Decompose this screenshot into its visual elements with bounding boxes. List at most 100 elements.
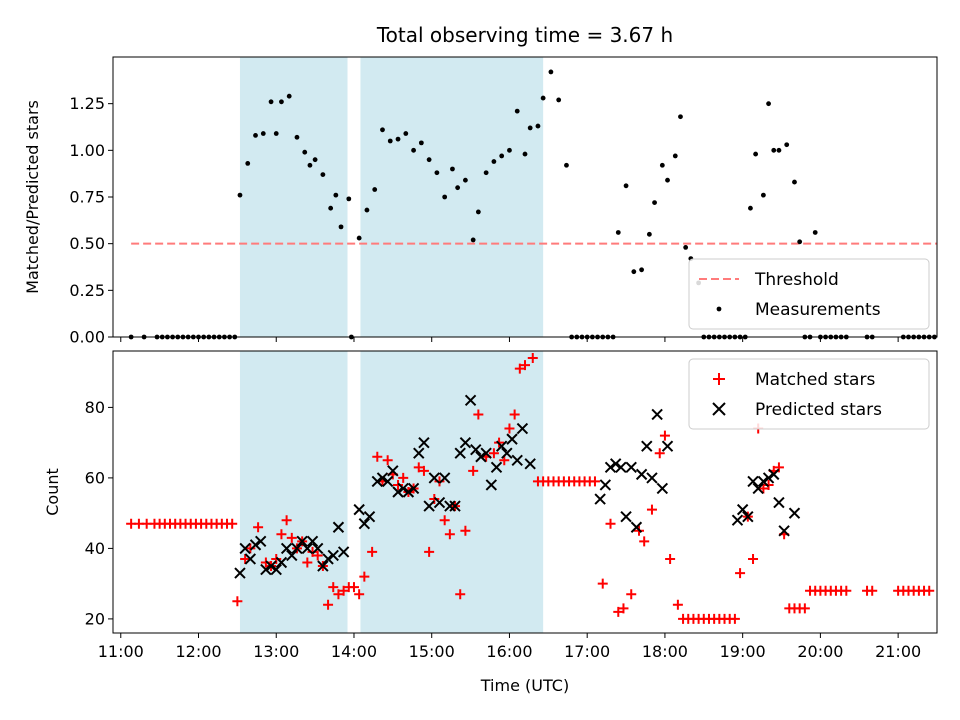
measurement-point — [380, 127, 385, 133]
predicted-star-point — [327, 549, 339, 562]
predicted-star-point — [407, 482, 420, 495]
y-tick-label: 0.50 — [69, 234, 105, 253]
measurement-point — [639, 267, 645, 273]
measurement-point — [797, 239, 803, 245]
measurement-point — [522, 151, 528, 157]
x-tick-label: 13:00 — [253, 642, 299, 661]
matched-star-point — [393, 479, 404, 490]
measurement-point — [760, 192, 766, 198]
measurement-point — [776, 147, 782, 153]
matched-star-point — [323, 599, 334, 610]
predicted-star-point — [516, 422, 529, 435]
predicted-star-point — [762, 472, 775, 484]
predicted-star-point — [413, 447, 425, 459]
predicted-star-point — [332, 521, 345, 533]
measurement-point — [475, 209, 481, 215]
matched-star-point — [597, 578, 608, 589]
measurement-point — [483, 170, 489, 176]
measurement-point — [286, 93, 292, 99]
measurement-point — [434, 170, 440, 176]
measurement-point — [395, 136, 401, 142]
y-tick-label: 1.25 — [69, 94, 105, 113]
legend-label: Threshold — [754, 270, 839, 290]
matched-star-point — [424, 546, 435, 557]
shaded-interval — [239, 351, 348, 633]
matched-star-point — [227, 518, 238, 529]
measurement-point — [470, 237, 476, 243]
x-tick-label: 11:00 — [98, 642, 144, 661]
measurement-point — [665, 177, 670, 183]
predicted-star-point — [402, 486, 415, 498]
matched-star-point — [473, 409, 484, 420]
measurement-point — [364, 207, 370, 213]
legend: Matched stars Predicted stars — [688, 358, 930, 430]
predicted-star-point — [371, 475, 384, 488]
predicted-star-point — [454, 447, 466, 459]
matched-star-point — [398, 472, 409, 483]
chart-title: Total observing time = 3.67 h — [376, 23, 673, 47]
matched-star-point — [527, 353, 538, 364]
predicted-star-point — [376, 472, 389, 484]
measurement-point — [499, 153, 505, 159]
matched-star-point — [240, 553, 251, 564]
predicted-star-point — [286, 549, 298, 562]
matched-star-point — [439, 515, 450, 526]
matched-star-point — [729, 613, 740, 624]
measurement-point — [294, 134, 300, 140]
matched-star-point — [232, 596, 243, 607]
matched-star-point — [382, 455, 393, 466]
predicted-star-point — [752, 482, 764, 495]
matched-star-point — [413, 462, 424, 473]
matched-star-point — [286, 532, 297, 543]
predicted-star-point — [275, 556, 288, 569]
matched-star-point — [763, 479, 774, 490]
measurement-point — [672, 153, 678, 159]
matched-star-point — [841, 585, 852, 596]
shaded-interval — [360, 351, 544, 633]
measurement-point — [548, 69, 554, 75]
measurement-point — [307, 162, 313, 168]
measurement-point — [623, 183, 629, 189]
measurement-point — [514, 108, 520, 114]
predicted-star-point — [609, 458, 622, 470]
predicted-star-point — [635, 468, 648, 481]
matched-star-point — [271, 553, 282, 564]
measurement-point — [418, 140, 424, 146]
legend-label: Matched stars — [755, 370, 875, 390]
x-tick-label: 19:00 — [720, 642, 766, 661]
y-tick-label: 1.00 — [69, 141, 105, 160]
measurement-point — [766, 101, 771, 107]
predicted-star-point — [490, 461, 503, 474]
predicted-star-point — [511, 454, 523, 466]
matched-star-point — [253, 522, 264, 533]
bottom-panel: 20 40 60 80 11:00 12:00 13:00 14:00 15:00 16:00 17… — [43, 350, 938, 661]
matched-star-point — [302, 557, 313, 568]
legend-box — [688, 258, 930, 330]
x-tick-label: 18:00 — [642, 642, 688, 661]
legend-predicted-swatch — [712, 402, 726, 416]
predicted-star-point — [265, 560, 277, 572]
measurement-point — [387, 138, 393, 144]
measurement-point — [463, 177, 468, 183]
matched-star-point — [260, 557, 271, 568]
matched-star-point — [509, 409, 520, 420]
matched-star-point — [867, 585, 878, 596]
matched-star-point — [460, 525, 471, 536]
matched-star-point — [444, 529, 455, 540]
predicted-star-point — [615, 461, 627, 474]
top-panel: 0.00 0.25 0.50 0.75 1.00 1.25 Matched/Predicte… — [23, 56, 938, 347]
predicted-star-point — [485, 479, 498, 491]
measurement-point — [333, 192, 339, 198]
predicted-star-point — [742, 510, 754, 523]
matched-star-point — [589, 476, 600, 487]
shaded-interval — [239, 57, 348, 337]
predicted-star-point — [280, 542, 293, 555]
measurement-point — [260, 131, 266, 136]
predicted-star-point — [459, 436, 472, 449]
predicted-star-point — [428, 472, 441, 484]
predicted-star-point — [234, 567, 246, 579]
matched-star-point — [348, 582, 359, 593]
predicted-star-point — [423, 500, 435, 512]
predicted-star-point — [311, 542, 324, 555]
